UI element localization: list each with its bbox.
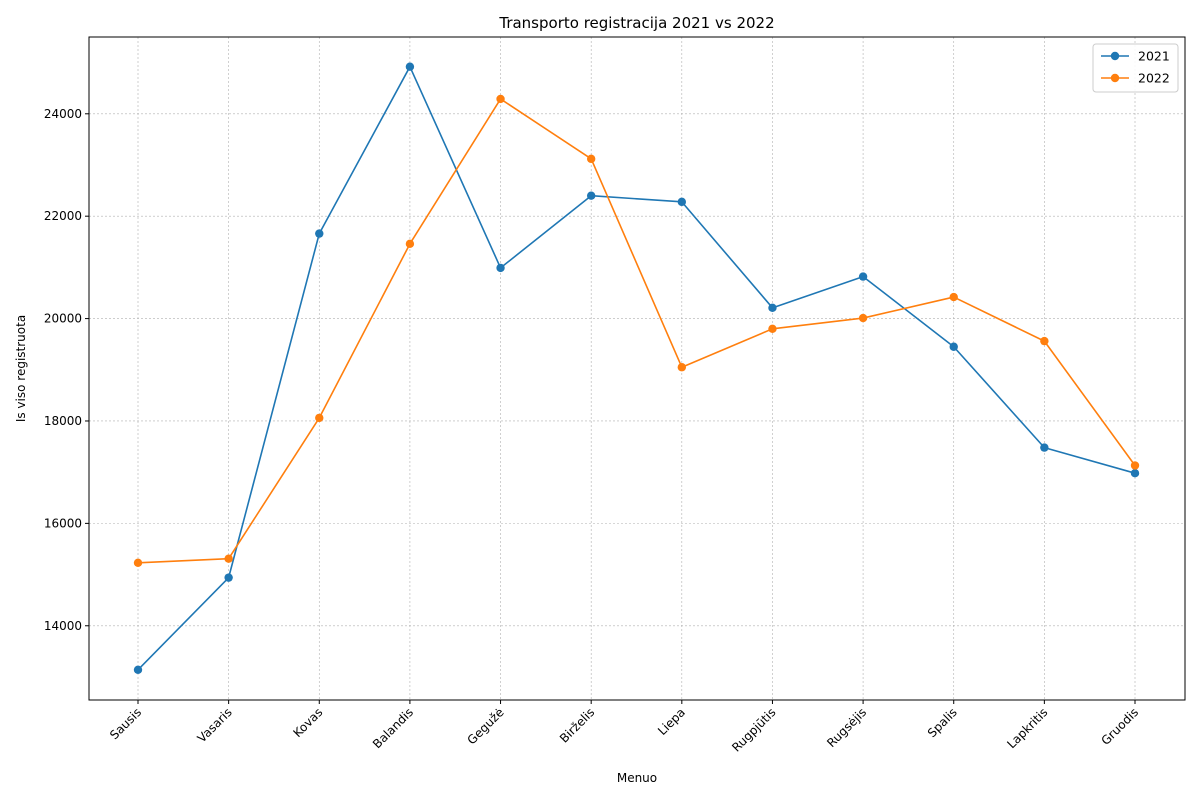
data-point-2022 xyxy=(1040,336,1049,346)
y-tick-label: 22000 xyxy=(44,209,82,223)
x-tick-label: Vasaris xyxy=(195,705,235,745)
x-tick-label: Rugsėjis xyxy=(824,705,869,750)
series-layer xyxy=(133,62,1140,674)
data-point-2021 xyxy=(768,303,777,313)
y-tick-label: 14000 xyxy=(44,619,82,633)
data-point-2022 xyxy=(405,239,415,249)
data-point-2021 xyxy=(677,197,687,207)
grid xyxy=(89,37,1185,700)
data-point-2022 xyxy=(315,413,324,423)
data-point-2021 xyxy=(949,342,958,351)
data-point-2021 xyxy=(1130,468,1140,478)
x-tick-label: Spalis xyxy=(925,705,960,740)
data-point-2021 xyxy=(224,573,233,582)
x-tick-label: Gegužė xyxy=(465,705,507,747)
x-tick-label: Birželis xyxy=(557,705,597,745)
data-point-2022 xyxy=(224,554,233,563)
legend-label-2022: 2022 xyxy=(1138,71,1170,86)
series-line-2021 xyxy=(137,65,1136,671)
axis-ticks: Sausis Vasaris Kovas Balandis Gegužė Birželis… xyxy=(44,107,1141,755)
data-point-2022 xyxy=(1130,461,1140,470)
x-tick-label: Liepa xyxy=(655,705,688,738)
data-point-2022 xyxy=(858,313,868,323)
x-tick-label: Lapkritis xyxy=(1004,705,1050,751)
x-axis-title: Menuo xyxy=(617,771,657,785)
data-point-2022 xyxy=(586,154,596,164)
y-tick-label: 16000 xyxy=(44,516,82,530)
legend-marker-2022 xyxy=(1110,73,1120,83)
plot-frame xyxy=(88,36,1186,701)
legend-marker-2021 xyxy=(1110,51,1120,61)
data-point-2022 xyxy=(949,292,958,302)
data-point-2021 xyxy=(858,272,868,281)
x-tick-label: Gruodis xyxy=(1098,705,1141,748)
x-tick-label: Rugpjūtis xyxy=(729,705,778,754)
data-point-2021 xyxy=(496,263,505,273)
data-point-2022 xyxy=(768,324,777,334)
y-tick-label: 18000 xyxy=(44,414,82,428)
chart-title: Transporto registracija 2021 vs 2022 xyxy=(498,14,774,32)
x-tick-label: Kovas xyxy=(291,705,326,740)
series-line-2022 xyxy=(137,98,1136,564)
x-tick-label: Balandis xyxy=(370,705,416,751)
data-point-2022 xyxy=(677,363,687,372)
y-axis-title: Is viso registruota xyxy=(14,315,28,422)
data-point-2021 xyxy=(133,665,143,674)
y-tick-label: 20000 xyxy=(44,312,82,326)
data-point-2022 xyxy=(496,94,505,104)
data-point-2021 xyxy=(586,191,596,200)
data-point-2021 xyxy=(405,62,415,71)
legend-label-2021: 2021 xyxy=(1138,49,1170,64)
data-point-2022 xyxy=(133,558,143,567)
data-point-2021 xyxy=(315,229,324,238)
data-point-2021 xyxy=(1040,443,1049,452)
legend: 2021 2022 xyxy=(1092,43,1179,93)
x-tick-label: Sausis xyxy=(107,705,144,742)
y-tick-label: 24000 xyxy=(44,107,82,121)
